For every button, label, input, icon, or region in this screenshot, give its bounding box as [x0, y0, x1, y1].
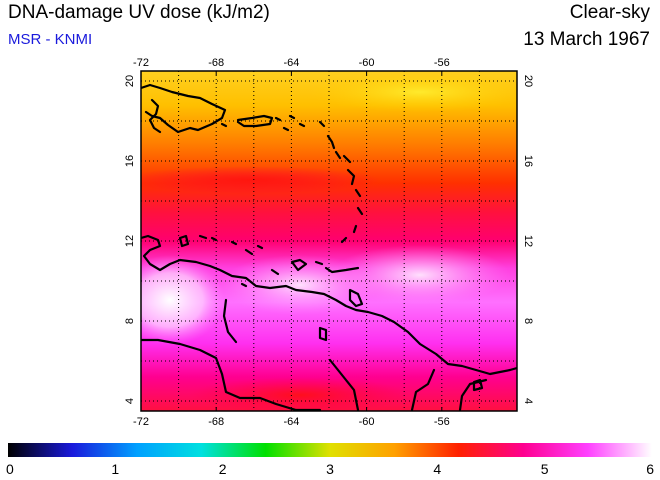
colorbar-label: 5	[541, 461, 549, 477]
condition-label: Clear-sky	[569, 2, 650, 23]
lon-tick-label-bottom: -72	[133, 416, 149, 428]
lon-tick-label-top: -72	[133, 57, 149, 69]
uv-dose-field	[141, 71, 517, 411]
graticule	[141, 71, 517, 411]
colorbar-label: 6	[646, 461, 654, 477]
lat-tick-label-right: 12	[522, 235, 534, 247]
lon-tick-label-top: -68	[208, 57, 224, 69]
lat-tick-label-right: 4	[522, 398, 534, 404]
lat-tick-label-left: 4	[124, 398, 136, 404]
map-title: DNA-damage UV dose (kJ/m2)	[8, 2, 270, 23]
lat-tick-label-left: 20	[124, 75, 136, 87]
source-label: MSR - KNMI	[8, 31, 93, 48]
lat-tick-label-left: 16	[124, 155, 136, 167]
map-frame	[140, 70, 518, 412]
lon-tick-label-top: -56	[434, 57, 450, 69]
lon-tick-label-top: -64	[283, 57, 299, 69]
lat-tick-label-right: 8	[522, 318, 534, 324]
lat-tick-label-left: 12	[124, 235, 136, 247]
coastlines	[141, 83, 517, 411]
lat-tick-label-right: 20	[522, 75, 534, 87]
axis-ticks: -72 -72 -68 -68 -64 -64 -60 -60 -56 -56 20 20 16 16 12…	[124, 57, 534, 428]
lon-tick-label-bottom: -68	[208, 416, 224, 428]
lon-tick-label-bottom: -60	[359, 416, 375, 428]
date-label: 13 March 1967	[523, 29, 650, 50]
colorbar-label: 0	[6, 461, 14, 477]
lon-tick-label-top: -60	[359, 57, 375, 69]
colorbar-label: 1	[111, 461, 119, 477]
colorbar-gradient	[8, 443, 652, 457]
colorbar-label: 4	[433, 461, 441, 477]
colorbar-label: 2	[219, 461, 227, 477]
colorbar: 0 1 2 3 4 5 6	[6, 443, 654, 477]
lat-tick-label-left: 8	[124, 318, 136, 324]
colorbar-label: 3	[326, 461, 334, 477]
lon-tick-label-bottom: -56	[434, 416, 450, 428]
lat-tick-label-right: 16	[522, 155, 534, 167]
lon-tick-label-bottom: -64	[283, 416, 299, 428]
